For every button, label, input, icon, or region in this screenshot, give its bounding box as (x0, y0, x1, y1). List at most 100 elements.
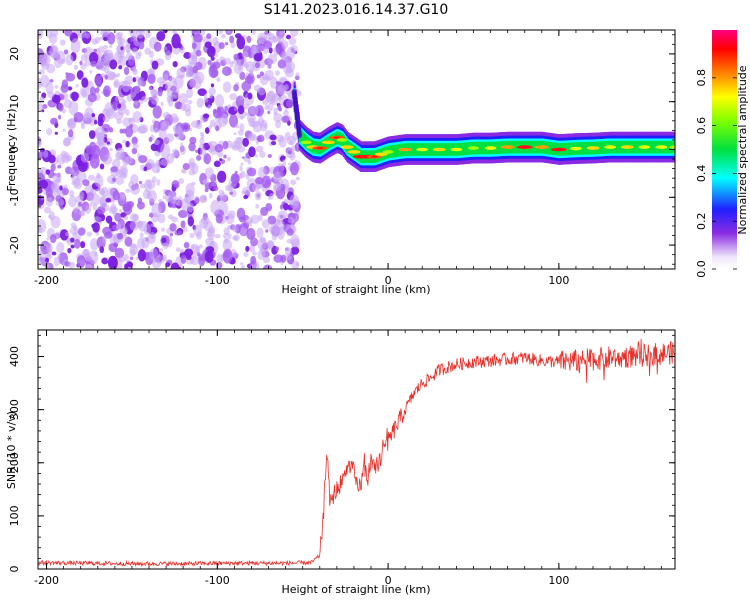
noise-blob (289, 162, 300, 176)
ridge-peak (669, 145, 675, 149)
noise-blob (185, 70, 193, 78)
snr-x-label: Height of straight line (km) (281, 583, 430, 596)
ridge-band (395, 144, 398, 158)
noise-blob (290, 234, 300, 248)
noise-blob (153, 41, 162, 52)
noise-blob (148, 96, 154, 101)
noise-blob (114, 232, 124, 243)
noise-blob (172, 30, 176, 35)
noise-blob (268, 47, 273, 54)
noise-blob (137, 249, 146, 262)
noise-blob (125, 109, 130, 116)
noise-blob (169, 77, 177, 84)
ridge-band (482, 141, 485, 155)
ridge-band (533, 140, 536, 154)
noise-blob (160, 101, 164, 107)
noise-blob (163, 123, 167, 128)
noise-blob (126, 52, 133, 61)
noise-blob (200, 216, 210, 225)
noise-blob (289, 194, 300, 209)
ridge-band (414, 143, 417, 156)
noise-blob (257, 39, 262, 44)
noise-blob (94, 174, 104, 188)
noise-blob (256, 227, 264, 239)
noise-blob (55, 195, 62, 202)
noise-blob (143, 166, 148, 172)
noise-blob (73, 206, 78, 214)
noise-blob (132, 142, 139, 150)
noise-blob (53, 256, 61, 267)
snr-panel: -200 -100 0 100 0 100 200 300 400 Height of str… (5, 329, 676, 596)
noise-blob (295, 176, 301, 181)
noise-blob (217, 150, 224, 158)
noise-blob (45, 197, 53, 207)
noise-blob (286, 228, 294, 236)
x-tick-label: 100 (548, 274, 569, 287)
noise-blob (252, 30, 256, 35)
noise-blob (255, 203, 260, 209)
noise-blob (169, 232, 174, 237)
signal-ridge (291, 81, 675, 172)
ridge-band (342, 135, 345, 149)
ridge-band (466, 142, 469, 155)
noise-blob (278, 227, 284, 236)
noise-blob (132, 110, 142, 123)
noise-blob (267, 103, 274, 112)
noise-blob (178, 178, 185, 184)
ridge-band (601, 141, 604, 154)
noise-blob (279, 204, 284, 210)
noise-blob (112, 158, 121, 169)
ridge-band (495, 141, 498, 154)
noise-blob (200, 134, 205, 140)
noise-blob (280, 171, 285, 177)
noise-blob (145, 30, 151, 39)
noise-blob (122, 117, 132, 127)
noise-blob (195, 49, 202, 57)
ridge-band (397, 144, 400, 157)
noise-blob (215, 93, 225, 108)
ridge-band (635, 140, 638, 154)
noise-blob (226, 30, 232, 33)
noise-blob (270, 228, 279, 236)
ridge-band (568, 142, 571, 156)
ridge-band (446, 143, 449, 156)
noise-blob (46, 128, 53, 136)
noise-blob (94, 74, 102, 86)
noise-blob (131, 47, 139, 54)
noise-blob (146, 191, 152, 199)
noise-blob (164, 50, 172, 61)
noise-blob (162, 195, 166, 200)
noise-blob (148, 136, 153, 143)
noise-blob (97, 117, 104, 127)
noise-blob (115, 176, 124, 186)
noise-blob (217, 170, 227, 183)
noise-blob (60, 206, 64, 210)
noise-blob (80, 63, 87, 70)
noise-blob (219, 158, 223, 162)
noise-blob (215, 214, 223, 224)
noise-blob (246, 35, 252, 44)
ridge-band (348, 142, 351, 155)
ridge-peak (382, 150, 394, 154)
ridge-band (344, 138, 347, 151)
spectrogram-x-axis: -200 -100 0 100 (34, 30, 662, 287)
noise-blob (195, 149, 199, 153)
noise-blob (64, 184, 68, 190)
noise-blob (101, 61, 106, 67)
noise-blob (176, 67, 185, 79)
noise-blob (60, 150, 68, 157)
noise-blob (193, 33, 203, 43)
noise-blob (157, 88, 163, 97)
noise-blob (267, 53, 278, 65)
noise-blob (163, 242, 169, 250)
noise-blob (257, 87, 266, 96)
noise-blob (57, 114, 62, 120)
ridge-band (549, 142, 552, 155)
ridge-band (303, 134, 306, 147)
noise-blob (285, 34, 292, 40)
noise-blob (223, 154, 227, 159)
noise-blob (273, 107, 278, 114)
noise-blob (124, 234, 128, 240)
noise-blob (123, 215, 129, 221)
